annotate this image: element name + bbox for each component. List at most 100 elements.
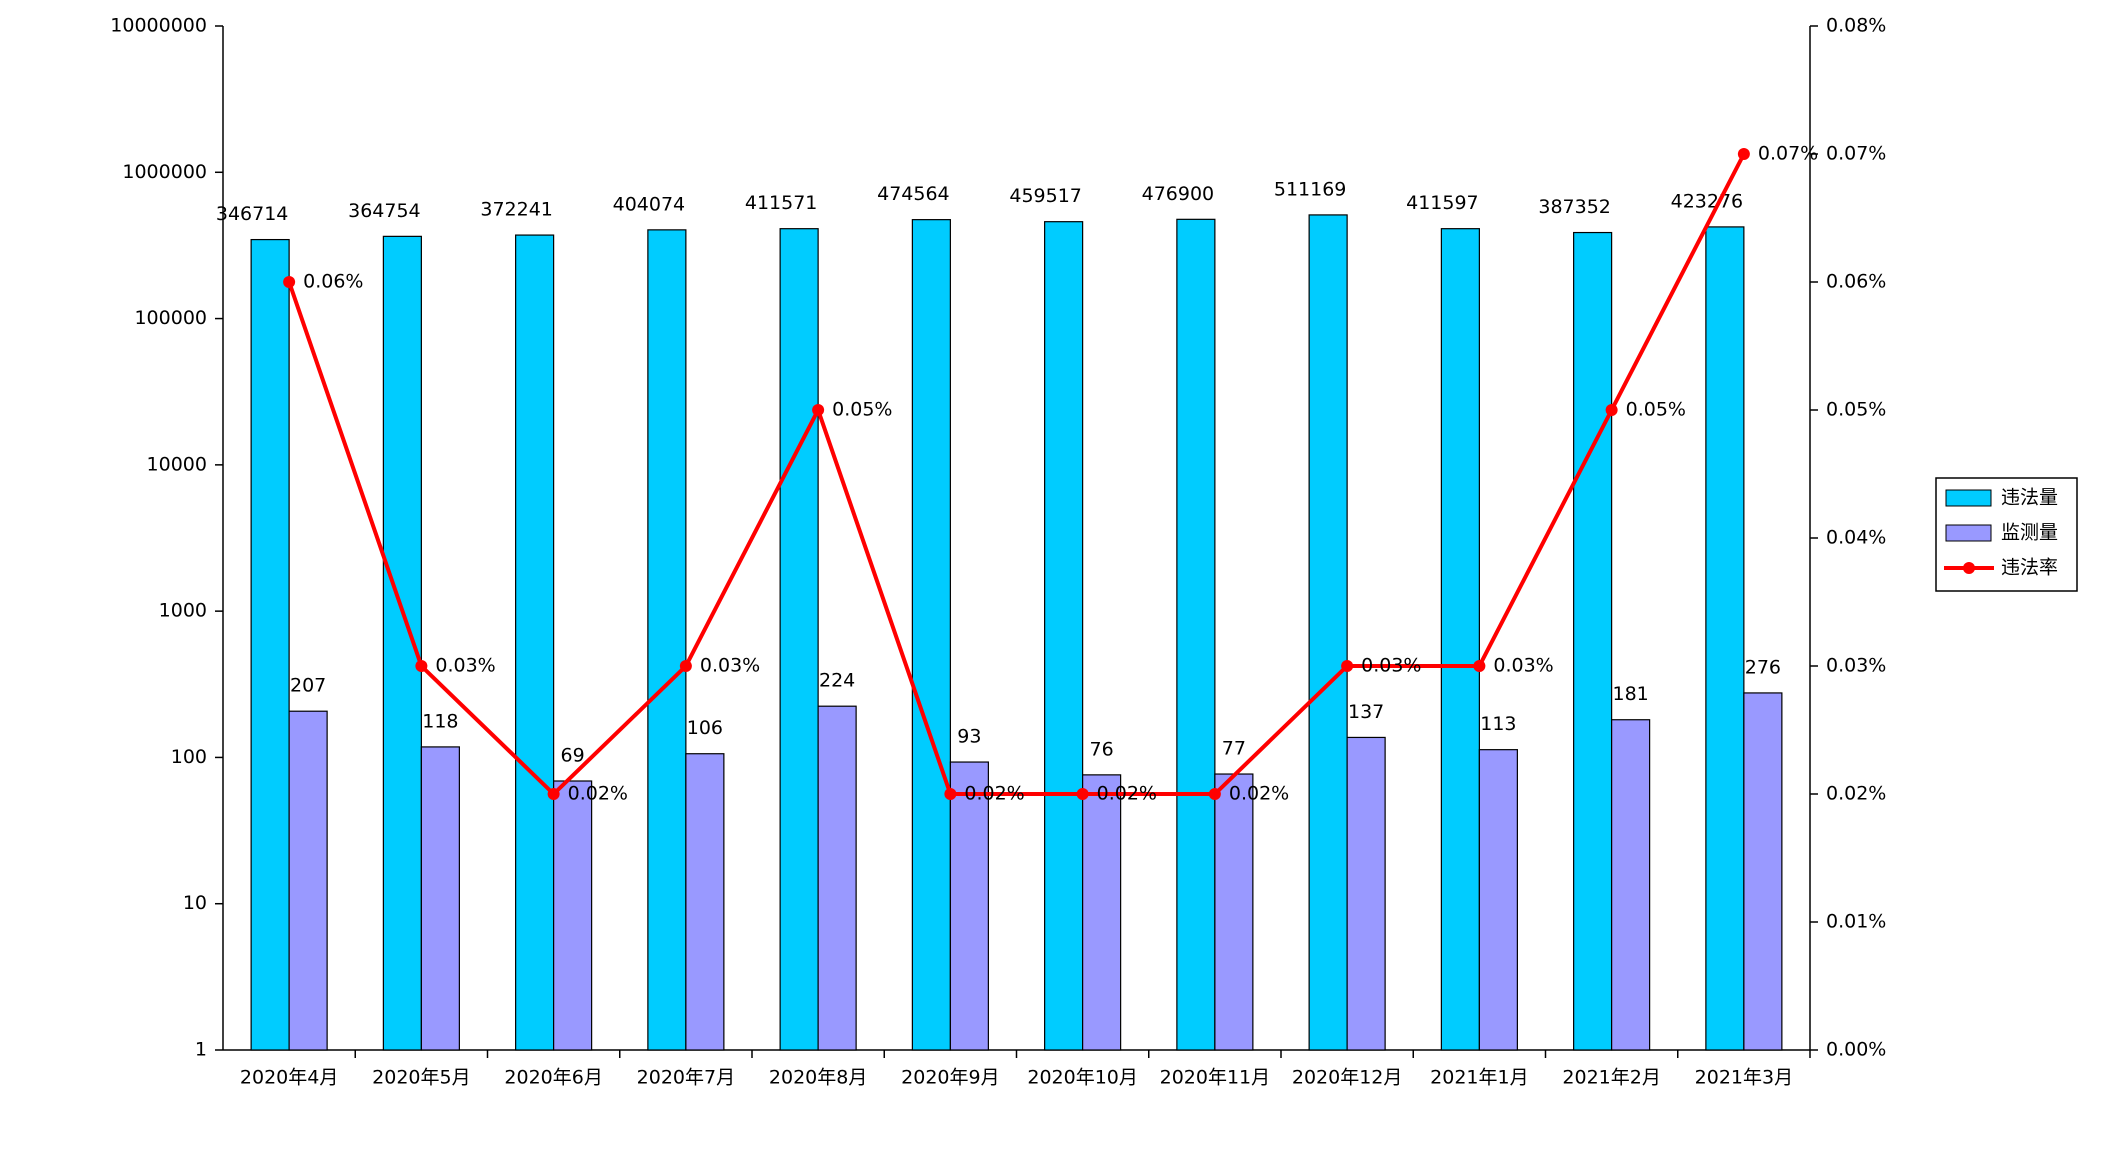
bar-label: 411571	[745, 192, 818, 214]
bar	[288, 710, 328, 1051]
line	[287, 153, 1746, 797]
x-tick-label: 2020年4月	[240, 1067, 338, 1089]
line-point	[1076, 788, 1089, 800]
bar-label: 118	[422, 710, 458, 732]
bar	[647, 229, 687, 1051]
x-tick-label: 2021年1月	[1430, 1067, 1528, 1089]
line-label: 0.02%	[1229, 783, 1289, 805]
line-label: 0.02%	[1097, 783, 1157, 805]
bar-label: 181	[1612, 683, 1648, 705]
bar	[1705, 226, 1745, 1051]
y-tick-label: 1	[195, 1039, 207, 1061]
bar-label: 459517	[1009, 185, 1082, 207]
line-label: 0.07%	[1758, 143, 1818, 165]
bar	[1440, 228, 1480, 1051]
x-tick-label: 2020年11月	[1160, 1067, 1271, 1089]
bar	[817, 705, 857, 1051]
line-point	[1473, 660, 1486, 672]
bar	[420, 746, 460, 1051]
bar	[515, 234, 555, 1051]
bar	[1743, 692, 1783, 1051]
bar-label: 113	[1480, 713, 1516, 735]
line-label: 0.03%	[700, 655, 760, 677]
y2-tick-label: 0.03%	[1826, 655, 1886, 677]
x-tick-label: 2021年3月	[1695, 1067, 1793, 1089]
line-point	[547, 788, 560, 800]
y-tick-label: 1000000	[122, 161, 207, 183]
y-tick-label: 10000000	[110, 15, 207, 37]
legend-marker	[1963, 562, 1975, 574]
bar-label: 404074	[613, 193, 686, 215]
bar-label: 411597	[1406, 192, 1479, 214]
bar-label: 93	[957, 726, 981, 748]
y-tick-label: 100000	[134, 307, 207, 329]
legend-label: 违法率	[2001, 557, 2058, 579]
line-point	[283, 276, 296, 288]
line-label: 0.02%	[568, 783, 628, 805]
bar	[685, 753, 725, 1051]
y-tick-label: 100	[171, 746, 207, 768]
y-tick-label: 10000	[147, 453, 207, 475]
bar-label: 476900	[1142, 183, 1215, 205]
bar-label: 76	[1090, 738, 1114, 760]
y2-tick-label: 0.06%	[1826, 271, 1886, 293]
line-point	[1208, 788, 1221, 800]
bar	[1611, 719, 1651, 1051]
x-tick-label: 2020年7月	[637, 1067, 735, 1089]
legend-label: 违法量	[2001, 487, 2058, 509]
y2-tick-label: 0.07%	[1826, 143, 1886, 165]
line-point	[812, 404, 825, 416]
bar	[1214, 773, 1254, 1051]
line-label: 0.03%	[1493, 655, 1553, 677]
bar	[1478, 749, 1518, 1051]
y2-tick-label: 0.01%	[1826, 911, 1886, 933]
x-tick-label: 2020年9月	[901, 1067, 999, 1089]
x-tick-label: 2020年10月	[1027, 1067, 1138, 1089]
bar	[949, 761, 989, 1051]
line-label: 0.02%	[964, 783, 1024, 805]
line-point	[1341, 660, 1354, 672]
bar-label: 77	[1222, 738, 1246, 760]
x-tick-label: 2020年12月	[1292, 1067, 1403, 1089]
line-label: 0.03%	[1361, 655, 1421, 677]
bar	[911, 219, 951, 1051]
line-point	[1737, 148, 1750, 160]
bar-label: 137	[1348, 701, 1384, 723]
y2-tick-label: 0.02%	[1826, 783, 1886, 805]
y-tick-label: 1000	[159, 600, 207, 622]
bar	[382, 235, 422, 1051]
bar	[553, 780, 593, 1051]
y2-tick-label: 0.04%	[1826, 527, 1886, 549]
bar-label: 364754	[348, 200, 421, 222]
line-label: 0.06%	[303, 271, 363, 293]
bar-label: 224	[819, 670, 855, 692]
line-point	[679, 660, 692, 672]
bar	[250, 238, 290, 1051]
bar-label: 207	[290, 675, 326, 697]
line-label: 0.05%	[1626, 399, 1686, 421]
y2-tick-label: 0.08%	[1826, 15, 1886, 37]
bar	[1573, 231, 1613, 1051]
y2-tick-label: 0.05%	[1826, 399, 1886, 421]
y2-tick-label: 0.00%	[1826, 1039, 1886, 1061]
line-label: 0.05%	[832, 399, 892, 421]
bar-label: 423276	[1671, 190, 1744, 212]
x-tick-label: 2020年6月	[504, 1067, 602, 1089]
bar-label: 387352	[1538, 196, 1611, 218]
bar-label: 511169	[1274, 178, 1347, 200]
bar-label: 276	[1745, 656, 1781, 678]
bar	[1082, 774, 1122, 1051]
bar	[1044, 221, 1084, 1051]
y-tick-label: 10	[183, 892, 207, 914]
bar	[1176, 218, 1216, 1051]
line-point	[944, 788, 957, 800]
bar	[1346, 736, 1386, 1051]
x-tick-label: 2020年5月	[372, 1067, 470, 1089]
legend-swatch	[1945, 524, 1992, 542]
legend-label: 监测量	[2001, 522, 2058, 544]
bar-label: 69	[561, 745, 585, 767]
bar-label: 474564	[877, 183, 950, 205]
line-point	[1605, 404, 1618, 416]
bar-label: 372241	[480, 199, 553, 221]
